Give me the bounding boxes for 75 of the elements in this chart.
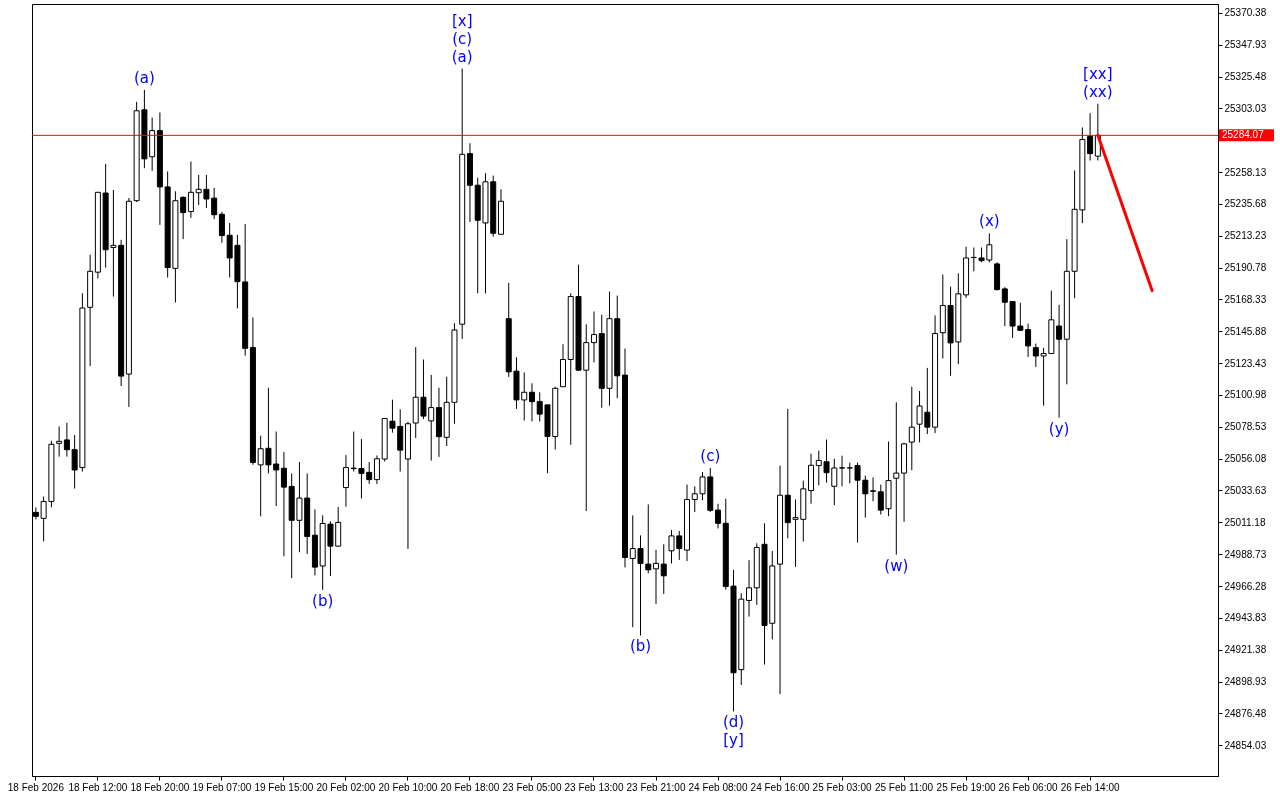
annotation: (a)	[451, 47, 473, 66]
annotation: (xx)	[1083, 82, 1113, 101]
x-tick-label: 20 Feb 18:00	[440, 781, 500, 793]
x-tick-label: 18 Feb 20:00	[130, 781, 190, 793]
candlestick	[590, 310, 597, 363]
x-tick-label: 24 Feb 16:00	[750, 781, 810, 793]
candlestick	[660, 543, 667, 595]
x-tick-label: 26 Feb 06:00	[998, 781, 1058, 793]
x-tick-label: 24 Feb 08:00	[688, 781, 748, 793]
candlestick	[870, 476, 877, 502]
candlestick	[839, 455, 846, 487]
y-tick-label: 24876.48	[1224, 707, 1267, 719]
x-tick-label: 25 Feb 11:00	[874, 781, 934, 793]
y-tick-label: 25258.13	[1224, 166, 1267, 178]
annotation: (c)	[452, 29, 473, 48]
x-tick-label: 23 Feb 13:00	[564, 781, 624, 793]
y-tick-label: 25011.18	[1224, 516, 1266, 528]
y-tick-label: 25347.93	[1224, 39, 1267, 51]
y-tick-label: 25056.08	[1224, 453, 1267, 465]
y-tick-label: 25325.48	[1224, 71, 1267, 83]
candlestick	[908, 386, 915, 471]
candlestick	[1056, 304, 1063, 419]
candlestick	[1087, 112, 1094, 162]
y-tick-label: 24921.38	[1224, 644, 1267, 656]
y-tick-label: 24966.28	[1224, 580, 1267, 592]
x-tick-label: 18 Feb 12:00	[68, 781, 128, 793]
annotation: (d)	[722, 713, 745, 732]
x-tick-label: 26 Feb 14:00	[1060, 781, 1120, 793]
annotation: (x)	[979, 212, 1000, 231]
candlestick	[280, 451, 287, 557]
candlestick	[653, 549, 660, 605]
candlestick	[342, 454, 349, 508]
candlestick	[187, 161, 194, 219]
x-tick-label: 18 Feb 2026	[7, 781, 65, 793]
candlestick	[218, 211, 225, 244]
annotation: (y)	[1048, 419, 1070, 438]
y-tick-label: 25190.78	[1224, 262, 1267, 274]
y-tick-label: 25078.53	[1224, 421, 1267, 433]
annotation: (w)	[884, 556, 909, 575]
y-tick-label: 25123.43	[1224, 357, 1267, 369]
x-tick-label: 19 Feb 07:00	[192, 781, 252, 793]
candlestick	[528, 382, 535, 422]
x-tick-label: 25 Feb 03:00	[812, 781, 872, 793]
y-tick-label: 25213.23	[1224, 230, 1267, 242]
candlestick	[56, 425, 63, 458]
annotation: (b)	[312, 591, 334, 610]
y-tick-label: 25033.63	[1224, 485, 1267, 496]
ref-line-label: 25284.07	[1222, 129, 1265, 141]
x-tick-label: 23 Feb 21:00	[626, 781, 686, 793]
annotation: [x]	[451, 11, 473, 30]
candlestick	[893, 401, 900, 556]
annotation: (b)	[629, 637, 652, 656]
y-tick-label: 25168.33	[1224, 293, 1267, 305]
candlestick	[746, 559, 753, 618]
y-tick-label: 24898.93	[1224, 676, 1267, 688]
y-tick-label: 25100.98	[1224, 389, 1267, 401]
y-tick-label: 24943.83	[1224, 612, 1267, 624]
y-tick-label: 25145.88	[1224, 325, 1267, 337]
y-tick-label: 25303.03	[1224, 102, 1267, 114]
x-tick-label: 20 Feb 10:00	[378, 781, 438, 793]
candlestick	[715, 503, 722, 529]
candlestick	[1025, 323, 1032, 358]
x-tick-label: 23 Feb 05:00	[502, 781, 562, 793]
y-tick-label: 25370.38	[1224, 7, 1267, 19]
annotation: (c)	[700, 446, 721, 465]
x-tick-label: 25 Feb 19:00	[936, 781, 996, 793]
y-tick-label: 25235.68	[1224, 198, 1267, 210]
annotation: [xx]	[1083, 64, 1113, 83]
x-tick-label: 19 Feb 15:00	[254, 781, 314, 793]
annotation: (a)	[133, 68, 155, 87]
x-tick-label: 20 Feb 02:00	[316, 781, 376, 793]
annotation: [y]	[723, 731, 744, 750]
y-tick-label: 24988.73	[1224, 548, 1267, 560]
y-tick-label: 24854.03	[1224, 739, 1267, 751]
candlestick	[373, 455, 380, 485]
